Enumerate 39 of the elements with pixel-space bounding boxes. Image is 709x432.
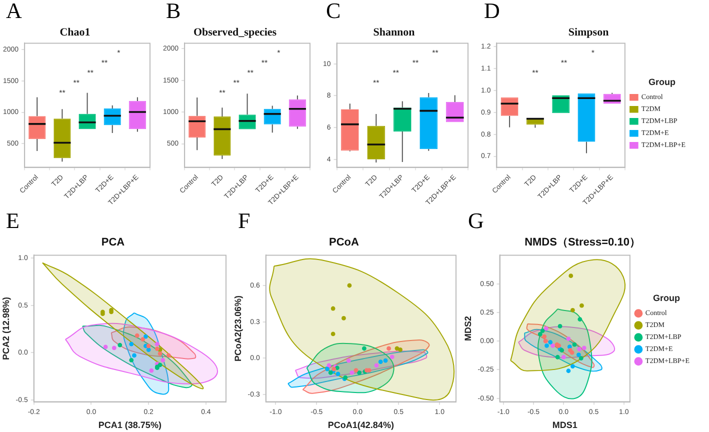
- annotation: **: [87, 68, 94, 78]
- annotation: *: [591, 48, 594, 58]
- annotation: **: [373, 78, 380, 88]
- chart-title: NMDS（Stress=0.10）: [524, 236, 640, 249]
- annotation: **: [261, 58, 268, 68]
- text: C: [326, 0, 341, 24]
- annotation: **: [432, 48, 438, 58]
- annotation: **: [219, 88, 226, 98]
- y-axis-title: MDS2: [462, 316, 473, 342]
- annotation: **: [412, 58, 419, 68]
- chart-title: PCA: [101, 236, 125, 249]
- legend-title: Group: [652, 293, 680, 304]
- annotation: **: [233, 78, 240, 88]
- annotation: **: [532, 68, 538, 78]
- annotation: **: [59, 88, 66, 98]
- y-axis-title: PCA2 (12.98%): [0, 296, 11, 360]
- x-axis-title: PCoA1(42.84%): [328, 420, 394, 430]
- text: G: [468, 208, 484, 234]
- annotation: *: [117, 48, 120, 58]
- annotation: *: [277, 48, 280, 58]
- annotation: **: [247, 68, 254, 78]
- text: A: [6, 0, 22, 24]
- text: D: [484, 0, 500, 24]
- chart-title: Chao1: [60, 26, 90, 38]
- annotation: **: [392, 68, 399, 78]
- text: B: [166, 0, 181, 24]
- legend-title: Group: [648, 77, 676, 88]
- chart-title: Simpson: [568, 26, 609, 38]
- chart-title: PCoA: [329, 236, 360, 249]
- x-axis-title: PCA1 (38.75%): [98, 420, 162, 430]
- annotation: **: [101, 58, 108, 68]
- chart-title: Observed_species: [193, 26, 278, 38]
- annotation: **: [560, 58, 568, 68]
- y-axis-title: PCoA2(23.06%): [232, 295, 243, 362]
- x-axis-title: MDS1: [552, 420, 578, 430]
- text: F: [238, 208, 250, 234]
- text: E: [6, 208, 20, 234]
- annotation: **: [73, 78, 80, 88]
- chart-title: Shannon: [373, 26, 415, 38]
